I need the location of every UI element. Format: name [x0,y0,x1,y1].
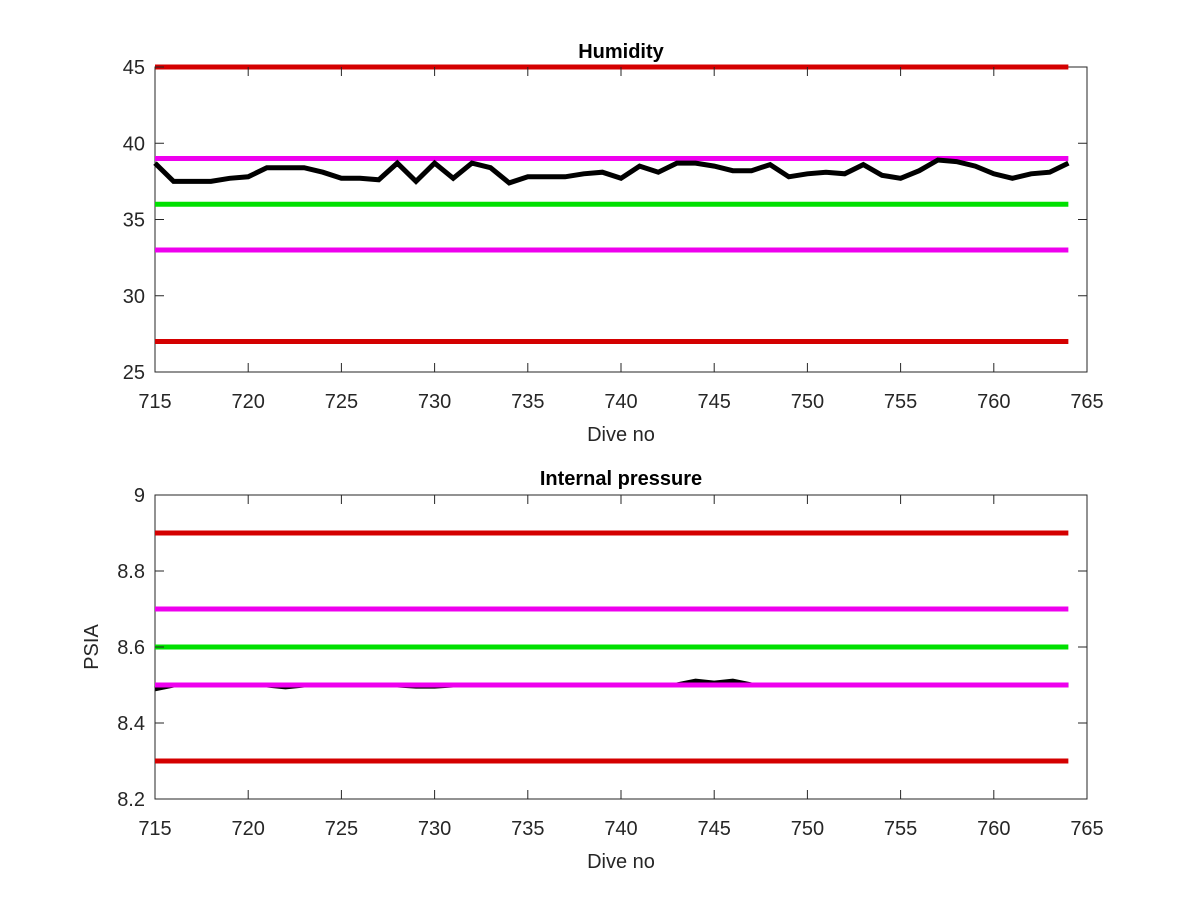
humidity-x-tick-label: 745 [698,391,731,413]
pressure-x-tick-label: 720 [232,818,265,840]
pressure-x-tick-label: 740 [604,818,637,840]
pressure-y-tick-label: 8.6 [117,637,145,659]
pressure-x-tick-label: 755 [884,818,917,840]
humidity-series-line-0 [153,157,1070,186]
pressure-y-tick-label: 8.4 [117,713,145,735]
humidity-plot: Humidity Dive no 715 720 725 730 735 740 745 75… [123,41,1104,446]
humidity-x-tick-label: 735 [511,391,544,413]
pressure-x-tick-label: 750 [791,818,824,840]
pressure-y-tick-label: 8.8 [117,561,145,583]
pressure-x-axis-label: Dive no [587,851,655,873]
humidity-y-tick-label: 25 [123,362,145,384]
pressure-y-tick-label: 9 [134,485,145,507]
humidity-x-tick-label: 750 [791,391,824,413]
humidity-x-tick-label: 755 [884,391,917,413]
humidity-x-axis-label: Dive no [587,424,655,446]
pressure-x-tick-label: 730 [418,818,451,840]
humidity-x-tick-label: 740 [604,391,637,413]
pressure-x-tick-label: 745 [698,818,731,840]
internal-pressure-plot: Internal pressure Dive no PSIA 715 720 725… [81,468,1104,873]
pressure-x-tick-label: 735 [511,818,544,840]
humidity-x-tick-label: 725 [325,391,358,413]
pressure-title: Internal pressure [540,468,702,490]
humidity-x-tick-label: 715 [138,391,171,413]
humidity-y-tick-label: 35 [123,210,145,232]
humidity-axes-box [154,66,1088,373]
pressure-y-axis-label: PSIA [81,624,103,670]
humidity-y-tick-label: 40 [123,133,145,155]
humidity-x-tick-label: 730 [418,391,451,413]
humidity-y-tick-label: 30 [123,286,145,308]
humidity-y-tick-label: 45 [123,57,145,79]
pressure-x-tick-label: 765 [1070,818,1103,840]
humidity-x-tick-label: 765 [1070,391,1103,413]
humidity-x-tick-label: 760 [977,391,1010,413]
humidity-x-tick-label: 720 [232,391,265,413]
pressure-x-tick-label: 725 [325,818,358,840]
pressure-x-tick-label: 760 [977,818,1010,840]
pressure-y-tick-label: 8.2 [117,789,145,811]
humidity-title: Humidity [578,41,664,63]
pressure-x-tick-label: 715 [138,818,171,840]
